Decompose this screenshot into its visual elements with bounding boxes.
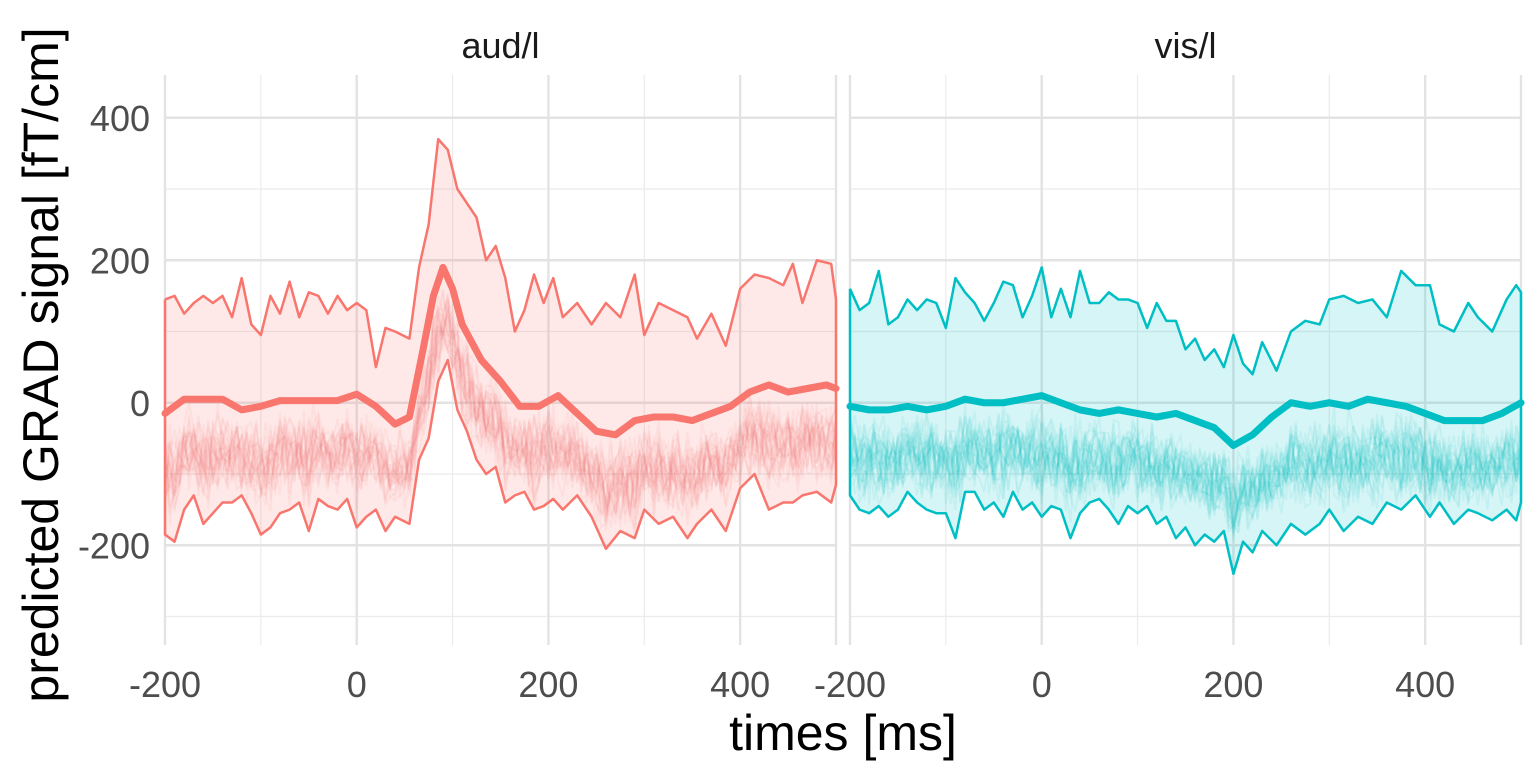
y-axis-title: predicted GRAD signal [fT/cm] — [13, 27, 69, 702]
trace-line — [164, 324, 837, 513]
trace-line — [849, 403, 1522, 531]
trace-line — [164, 327, 837, 528]
panel-vis-l: vis/l -200 0 200 400 — [814, 25, 1525, 705]
trace-line — [164, 309, 837, 525]
trace-line — [849, 412, 1522, 540]
trace-line — [164, 300, 837, 523]
trace-line — [849, 419, 1522, 534]
trace-line — [164, 315, 837, 515]
trace-line — [164, 289, 837, 528]
band-fill — [165, 139, 836, 549]
trace-line — [849, 411, 1522, 524]
trace-line — [849, 403, 1522, 527]
trace-line — [164, 307, 837, 525]
trace-line — [849, 414, 1522, 511]
trace-line — [164, 315, 837, 537]
y-tick-label: 0 — [130, 383, 150, 424]
trace-line — [164, 324, 837, 512]
trace-line — [164, 314, 837, 518]
x-tick-label: 400 — [710, 664, 770, 705]
trace-line — [849, 411, 1522, 527]
trace-line — [849, 420, 1522, 530]
trace-line — [849, 414, 1522, 526]
trace-line — [849, 425, 1522, 530]
trace-line — [164, 325, 837, 532]
trace-line — [164, 289, 837, 527]
trace-line — [164, 298, 837, 516]
x-tick-label: -200 — [814, 664, 886, 705]
envelope-line — [163, 137, 838, 551]
panel-aud-l: aud/l -200 0 200 400 -200 0 200 400 — [78, 25, 840, 705]
mean-line — [846, 392, 1525, 449]
trace-line — [849, 413, 1522, 527]
trace-line — [164, 309, 837, 511]
trace-line — [164, 312, 837, 511]
x-tick-label: 200 — [1203, 664, 1263, 705]
trace-line — [849, 415, 1522, 535]
envelope-line — [848, 266, 1523, 575]
x-tick-label: 200 — [518, 664, 578, 705]
trace-line — [164, 299, 837, 511]
panels-layer: aud/l -200 0 200 400 -200 0 200 400 vis/l -200 0 200… — [78, 25, 1525, 705]
mean-line — [161, 263, 840, 439]
trace-line — [164, 298, 837, 526]
trace-line — [164, 294, 837, 525]
x-tick-label: 0 — [347, 664, 367, 705]
trace-line — [849, 414, 1522, 510]
trace-line — [849, 408, 1522, 526]
x-tick-label: 400 — [1395, 664, 1455, 705]
trace-line — [164, 310, 837, 527]
trace-line — [849, 416, 1522, 524]
trace-line — [849, 415, 1522, 534]
trace-line — [849, 417, 1522, 534]
y-tick-label: -200 — [78, 525, 150, 566]
trace-line — [164, 294, 837, 521]
trace-line — [849, 413, 1522, 514]
y-tick-label: 400 — [90, 98, 150, 139]
trace-line — [849, 402, 1522, 537]
trace-line — [849, 413, 1522, 530]
trace-line — [164, 325, 837, 518]
trace-line — [164, 292, 837, 509]
trace-line — [164, 318, 837, 517]
trace-line — [164, 295, 837, 519]
x-axis-title: times [ms] — [729, 705, 957, 761]
trace-line — [849, 421, 1522, 513]
x-tick-label: 0 — [1032, 664, 1052, 705]
trace-line — [849, 415, 1522, 520]
trace-line — [164, 315, 837, 522]
trace-line — [849, 418, 1522, 514]
trace-line — [849, 408, 1522, 523]
trace-line — [849, 416, 1522, 533]
panel-title: vis/l — [1155, 25, 1217, 66]
trace-line — [164, 303, 837, 530]
y-tick-label: 200 — [90, 240, 150, 281]
panel-title: aud/l — [461, 25, 539, 66]
trace-line — [849, 410, 1522, 520]
x-tick-label: -200 — [129, 664, 201, 705]
